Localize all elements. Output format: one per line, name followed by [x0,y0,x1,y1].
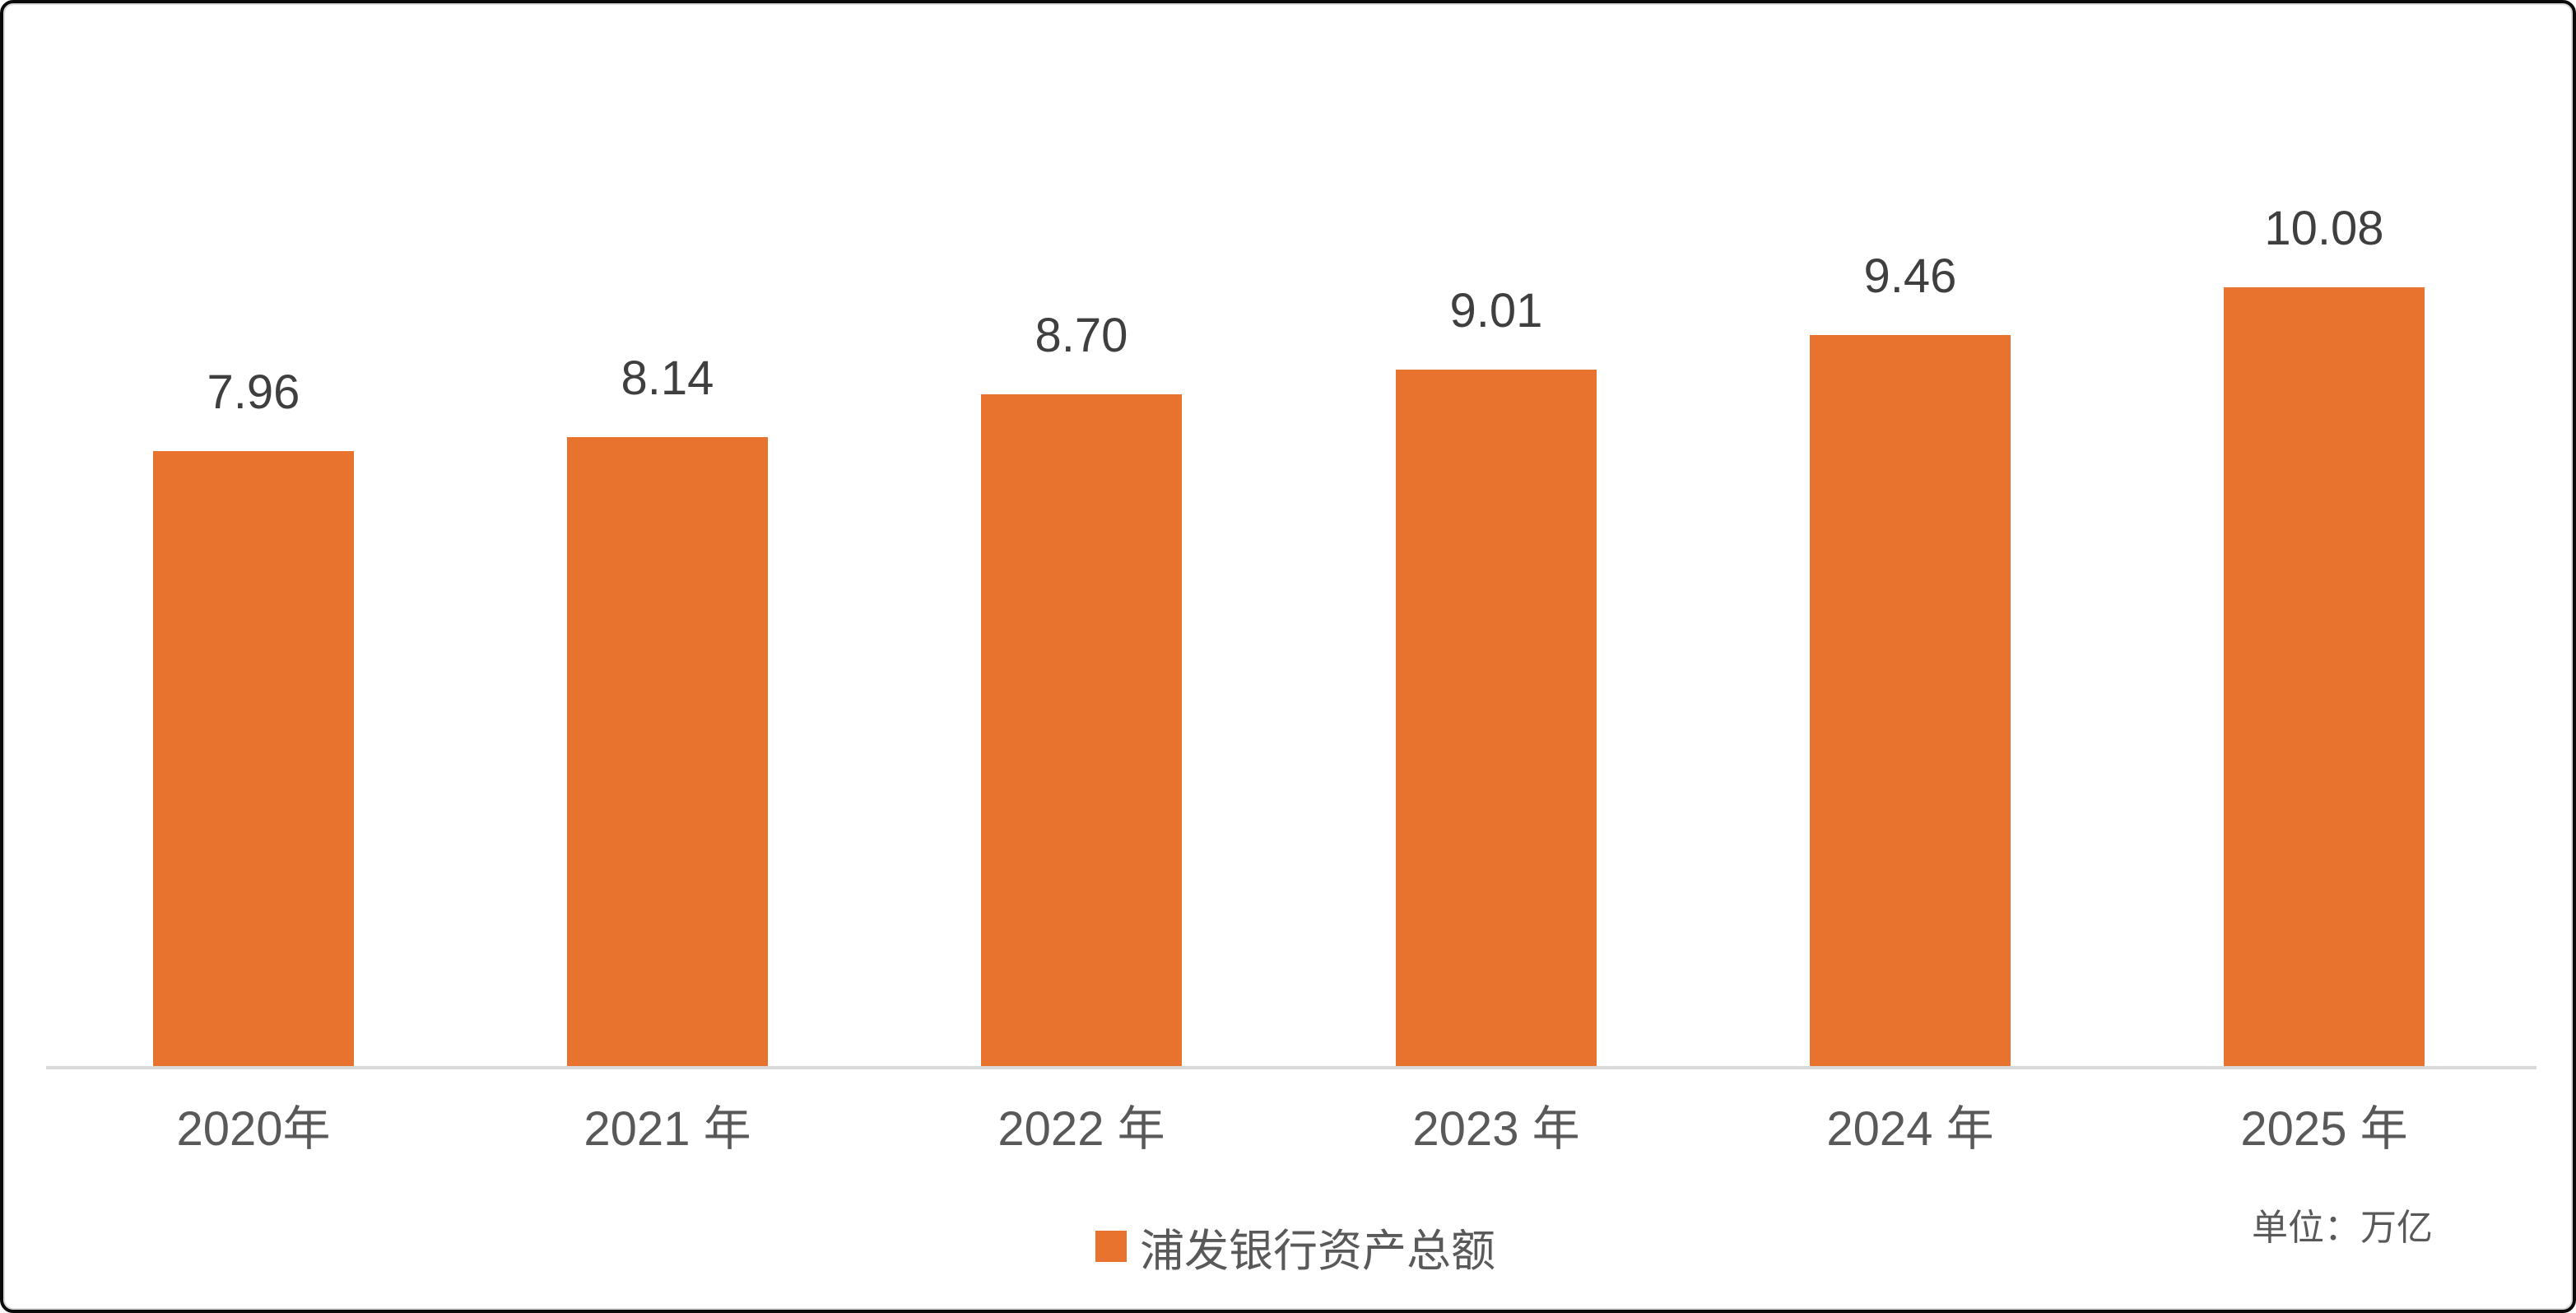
legend-label: 浦发银行资产总额 [1140,1226,1495,1276]
bar[interactable] [981,394,1182,1066]
legend[interactable]: 浦发银行资产总额 [1095,1222,1495,1276]
bar-value-label: 7.96 [207,365,300,419]
bar-group: 8.70 2022 年 [981,309,1182,1156]
legend-marker-icon [1095,1231,1127,1262]
unit-label: 单位：万亿 [2252,1208,2433,1248]
bar[interactable] [1396,370,1597,1066]
bar-group: 7.96 2020年 [153,365,354,1156]
bar-value-label: 10.08 [2264,202,2384,255]
x-axis-category-label: 2022 年 [997,1102,1165,1156]
bar-group: 8.14 2021 年 [567,352,768,1156]
bar-value-label: 9.01 [1449,284,1543,338]
bar[interactable] [2224,287,2425,1066]
x-axis-category-label: 2021 年 [584,1102,751,1156]
bar[interactable] [153,451,354,1066]
bar-group: 10.08 2025 年 [2224,202,2425,1156]
x-axis-category-label: 2023 年 [1412,1102,1580,1156]
bar-value-label: 8.14 [621,352,714,405]
x-axis-line [46,1066,2536,1069]
bar[interactable] [1810,335,2011,1066]
x-axis-category-label: 2020年 [176,1102,331,1156]
x-axis-category-label: 2024 年 [1826,1102,1994,1156]
bar-value-label: 9.46 [1863,249,1957,303]
bar-value-label: 8.70 [1035,309,1128,362]
bar-group: 9.46 2024 年 [1810,249,2011,1156]
x-axis-category-label: 2025 年 [2240,1102,2408,1156]
plot-area: 7.96 2020年 8.14 2021 年 8.70 2022 年 9.01 … [3,3,2573,1310]
bar[interactable] [567,437,768,1066]
bar-group: 9.01 2023 年 [1396,284,1597,1156]
